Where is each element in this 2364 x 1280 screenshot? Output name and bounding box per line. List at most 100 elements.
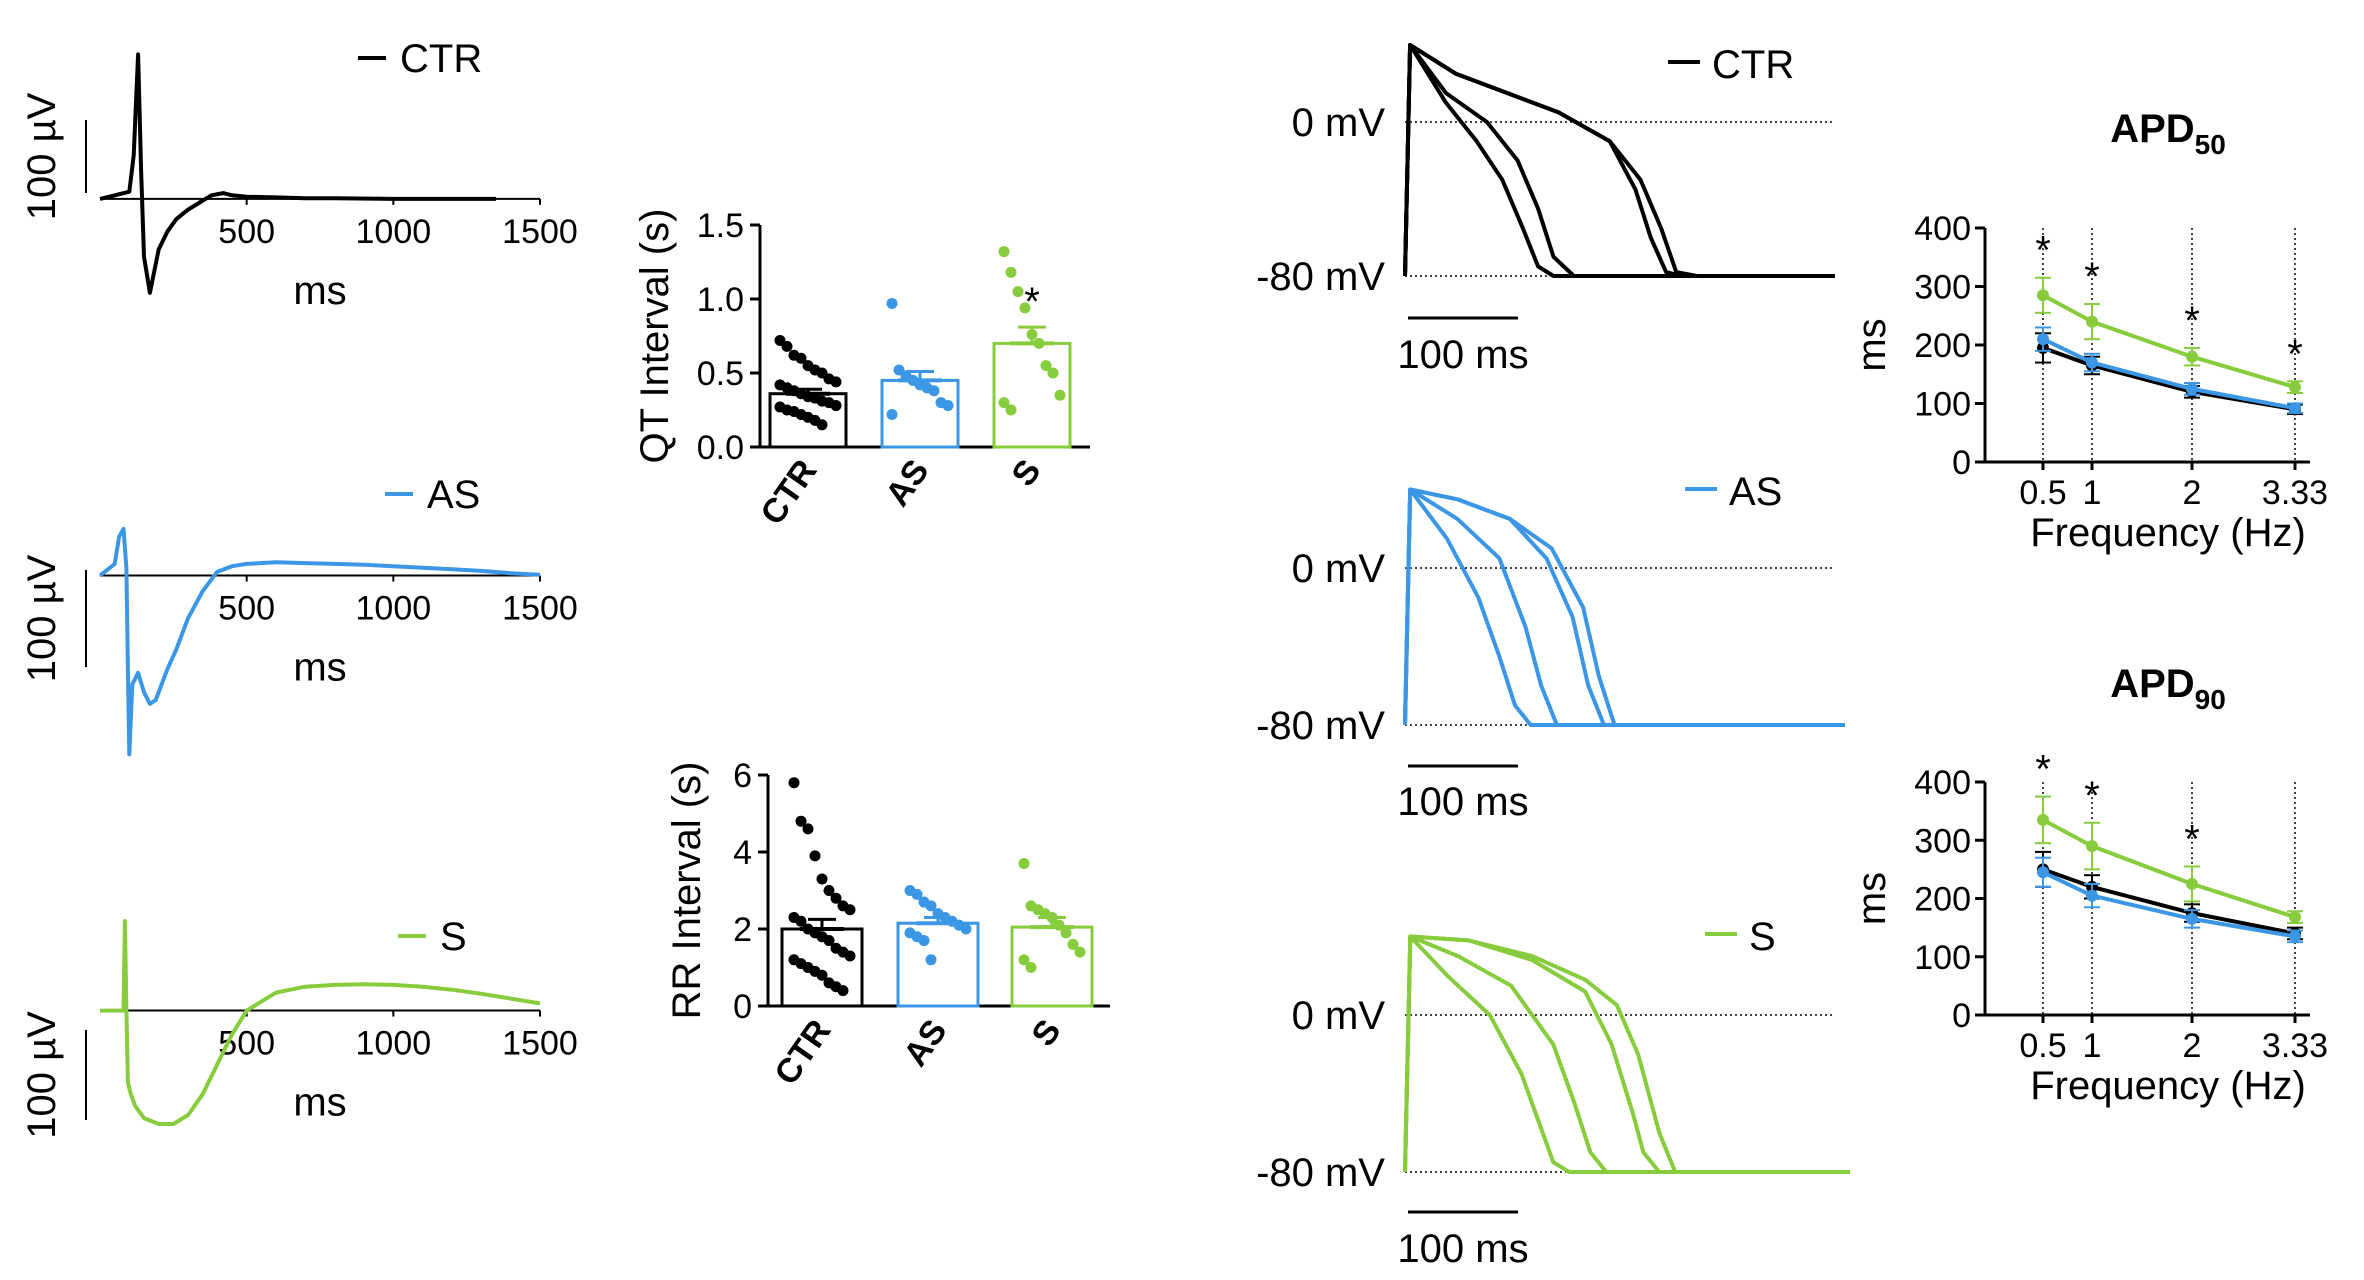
apd-significance-star: * — [2184, 817, 2200, 861]
bar-data-point — [788, 777, 800, 789]
apd-x-tick-label: 0.5 — [2019, 1027, 2066, 1065]
bar-data-point — [886, 408, 898, 420]
ecg-x-tick-label: 1500 — [502, 1025, 578, 1063]
apd-data-point — [2037, 289, 2049, 302]
ap-zero-mv-label: 0 mV — [1292, 101, 1386, 145]
bar-data-point — [998, 397, 1010, 409]
bar-data-point — [844, 904, 856, 916]
ecg-trace — [99, 52, 496, 295]
bar-data-point — [823, 935, 835, 947]
ecg-legend-label: CTR — [400, 37, 482, 81]
apd-data-point — [2186, 382, 2198, 395]
apd-y-tick-label: 0 — [1952, 997, 1971, 1035]
apd-data-point — [2289, 930, 2301, 943]
apd-x-tick-label: 1 — [2083, 474, 2102, 512]
apd-significance-star: * — [2287, 332, 2303, 376]
bar-data-point — [1019, 302, 1031, 314]
apd-title-base: APD — [2110, 662, 2194, 706]
apd-data-point — [2086, 315, 2098, 328]
apd-x-tick-label: 0.5 — [2019, 474, 2066, 512]
ap-scale-label: 100 ms — [1397, 333, 1528, 377]
bar-y-tick-label: 0 — [733, 988, 752, 1026]
bar-data-point — [998, 246, 1010, 258]
ap-trace — [1403, 934, 1850, 1174]
apd-x-tick-label: 3.33 — [2262, 474, 2328, 512]
bar-data-point — [830, 376, 842, 388]
ap-legend-label: CTR — [1712, 43, 1794, 87]
apd-significance-star: * — [2035, 229, 2051, 273]
ap-legend-label: S — [1749, 915, 1776, 959]
bar-data-point — [795, 815, 807, 827]
bar-y-tick-label: 1.5 — [697, 207, 744, 245]
apd-significance-star: * — [2084, 774, 2100, 818]
ecg-scale-label: 100 µV — [20, 554, 64, 682]
apd-data-point — [2289, 402, 2301, 415]
apd-x-tick-label: 1 — [2083, 1027, 2102, 1065]
bar-data-point — [928, 385, 940, 397]
ap-legend-label: AS — [1729, 470, 1782, 514]
ap-trace — [1403, 487, 1845, 727]
bar-data-point — [1005, 404, 1017, 416]
ecg-x-axis-label: ms — [293, 646, 346, 690]
apd-data-point — [2037, 813, 2049, 826]
bar-y-axis-label: QT Interval (s) — [633, 209, 677, 464]
bar-data-point — [960, 923, 972, 935]
bar-data-point — [802, 823, 814, 835]
apd-data-point — [2186, 350, 2198, 363]
ap-trace — [1403, 43, 1835, 278]
bar-data-point — [1047, 367, 1059, 379]
bar-data-point — [911, 888, 923, 900]
bar-data-point — [1067, 938, 1079, 950]
bar-data-point — [1005, 266, 1017, 278]
bar-data-point — [1074, 946, 1086, 958]
bar-significance-star: * — [1024, 280, 1040, 324]
apd-series-line — [2042, 293, 2296, 390]
ecg-scale-label: 100 µV — [20, 1011, 64, 1139]
ap-zero-mv-label: 0 mV — [1292, 994, 1386, 1038]
bar-y-tick-label: 0.5 — [697, 355, 744, 393]
ecg-x-tick-label: 1500 — [502, 590, 578, 628]
ap-trace — [1403, 934, 1850, 1174]
ap-minus80-mv-label: -80 mV — [1256, 255, 1385, 299]
ecg-x-tick-label: 1000 — [356, 590, 432, 628]
apd-series-line — [2042, 870, 2296, 939]
apd-data-point — [2186, 912, 2198, 925]
bar-y-tick-label: 6 — [733, 757, 752, 795]
bar-y-tick-label: 1.0 — [697, 281, 744, 319]
ap-trace — [1403, 487, 1845, 727]
ecg-trace — [100, 919, 541, 1126]
bar-data-point — [1060, 927, 1072, 939]
bar-data-point — [1026, 329, 1038, 341]
ap-minus80-mv-label: -80 mV — [1256, 1151, 1385, 1195]
apd-title: APD50 — [2110, 107, 2226, 160]
apd-x-tick-label: 3.33 — [2262, 1027, 2328, 1065]
apd-y-axis-label: ms — [1850, 318, 1894, 371]
ecg-x-tick-label: 500 — [218, 213, 275, 251]
apd-data-point — [2086, 840, 2098, 853]
ecg-x-axis-label: ms — [293, 1081, 346, 1125]
apd-x-axis-label: Frequency (Hz) — [2030, 511, 2306, 555]
apd-y-tick-label: 400 — [1914, 764, 1971, 802]
bar-data-point — [816, 873, 828, 885]
apd-y-tick-label: 100 — [1914, 939, 1971, 977]
bar-data-point — [1053, 919, 1065, 931]
bar-data-point — [925, 954, 937, 966]
ecg-scale-label: 100 µV — [20, 92, 64, 220]
bar-category-label: AS — [878, 453, 936, 513]
apd-significance-star: * — [2035, 748, 2051, 792]
apd-series-line — [2042, 818, 2296, 920]
bar — [1010, 925, 1094, 1008]
apd-data-point — [2289, 911, 2301, 924]
ap-minus80-mv-label: -80 mV — [1256, 704, 1385, 748]
ap-trace — [1403, 43, 1835, 278]
bar-data-point — [795, 915, 807, 927]
apd-y-tick-label: 0 — [1952, 444, 1971, 482]
bar-data-point — [1040, 360, 1052, 372]
bar-data-point — [886, 297, 898, 309]
apd-y-tick-label: 200 — [1914, 881, 1971, 919]
ecg-trace — [98, 526, 541, 757]
bar-category-label: S — [1004, 453, 1048, 493]
apd-significance-star: * — [2084, 255, 2100, 299]
bar-data-point — [830, 892, 842, 904]
bar-data-point — [918, 935, 930, 947]
